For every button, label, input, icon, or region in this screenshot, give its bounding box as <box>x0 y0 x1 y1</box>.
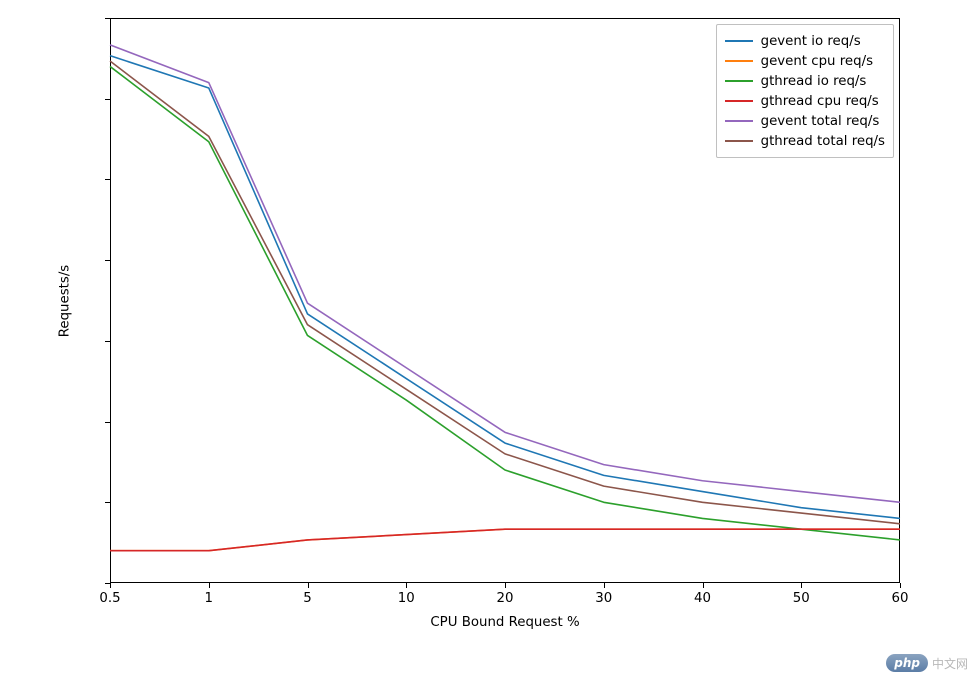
series-line <box>110 529 900 551</box>
x-tick-label: 30 <box>595 591 612 606</box>
watermark: php 中文网 <box>886 654 968 672</box>
x-tick-label: 40 <box>694 591 711 606</box>
legend-item: gthread io req/s <box>725 71 885 91</box>
x-tick-mark <box>209 583 210 588</box>
x-tick-label: 1 <box>205 591 213 606</box>
legend-item: gthread total req/s <box>725 131 885 151</box>
legend-item: gevent io req/s <box>725 31 885 51</box>
y-tick-mark <box>105 502 110 503</box>
x-tick-mark <box>604 583 605 588</box>
legend: gevent io req/s gevent cpu req/s gthread i… <box>716 24 894 158</box>
legend-swatch <box>725 100 753 102</box>
legend-item: gevent cpu req/s <box>725 51 885 71</box>
legend-swatch <box>725 140 753 142</box>
x-tick-mark <box>110 583 111 588</box>
y-tick-mark <box>105 260 110 261</box>
legend-label: gevent total req/s <box>761 114 880 129</box>
x-axis-title: CPU Bound Request % <box>430 615 579 630</box>
x-tick-label: 0.5 <box>99 591 120 606</box>
x-tick-mark <box>406 583 407 588</box>
y-tick-mark <box>105 583 110 584</box>
x-tick-label: 50 <box>793 591 810 606</box>
legend-label: gevent io req/s <box>761 34 861 49</box>
legend-swatch <box>725 60 753 62</box>
x-tick-label: 5 <box>303 591 311 606</box>
legend-swatch <box>725 80 753 82</box>
legend-swatch <box>725 40 753 42</box>
watermark-badge: php <box>886 654 928 672</box>
x-tick-mark <box>308 583 309 588</box>
watermark-text: 中文网 <box>932 655 968 672</box>
legend-item: gevent total req/s <box>725 111 885 131</box>
legend-label: gthread io req/s <box>761 74 867 89</box>
x-tick-mark <box>900 583 901 588</box>
y-tick-mark <box>105 179 110 180</box>
legend-item: gthread cpu req/s <box>725 91 885 111</box>
y-tick-mark <box>105 18 110 19</box>
x-tick-mark <box>801 583 802 588</box>
y-axis-title: Requests/s <box>58 264 73 337</box>
y-tick-mark <box>105 99 110 100</box>
x-tick-label: 10 <box>398 591 415 606</box>
x-tick-label: 60 <box>892 591 909 606</box>
y-tick-mark <box>105 341 110 342</box>
legend-label: gthread total req/s <box>761 134 885 149</box>
legend-label: gthread cpu req/s <box>761 94 879 109</box>
x-tick-mark <box>505 583 506 588</box>
x-tick-mark <box>703 583 704 588</box>
legend-swatch <box>725 120 753 122</box>
series-line <box>110 529 900 551</box>
legend-label: gevent cpu req/s <box>761 54 873 69</box>
x-tick-label: 20 <box>497 591 514 606</box>
y-tick-mark <box>105 422 110 423</box>
